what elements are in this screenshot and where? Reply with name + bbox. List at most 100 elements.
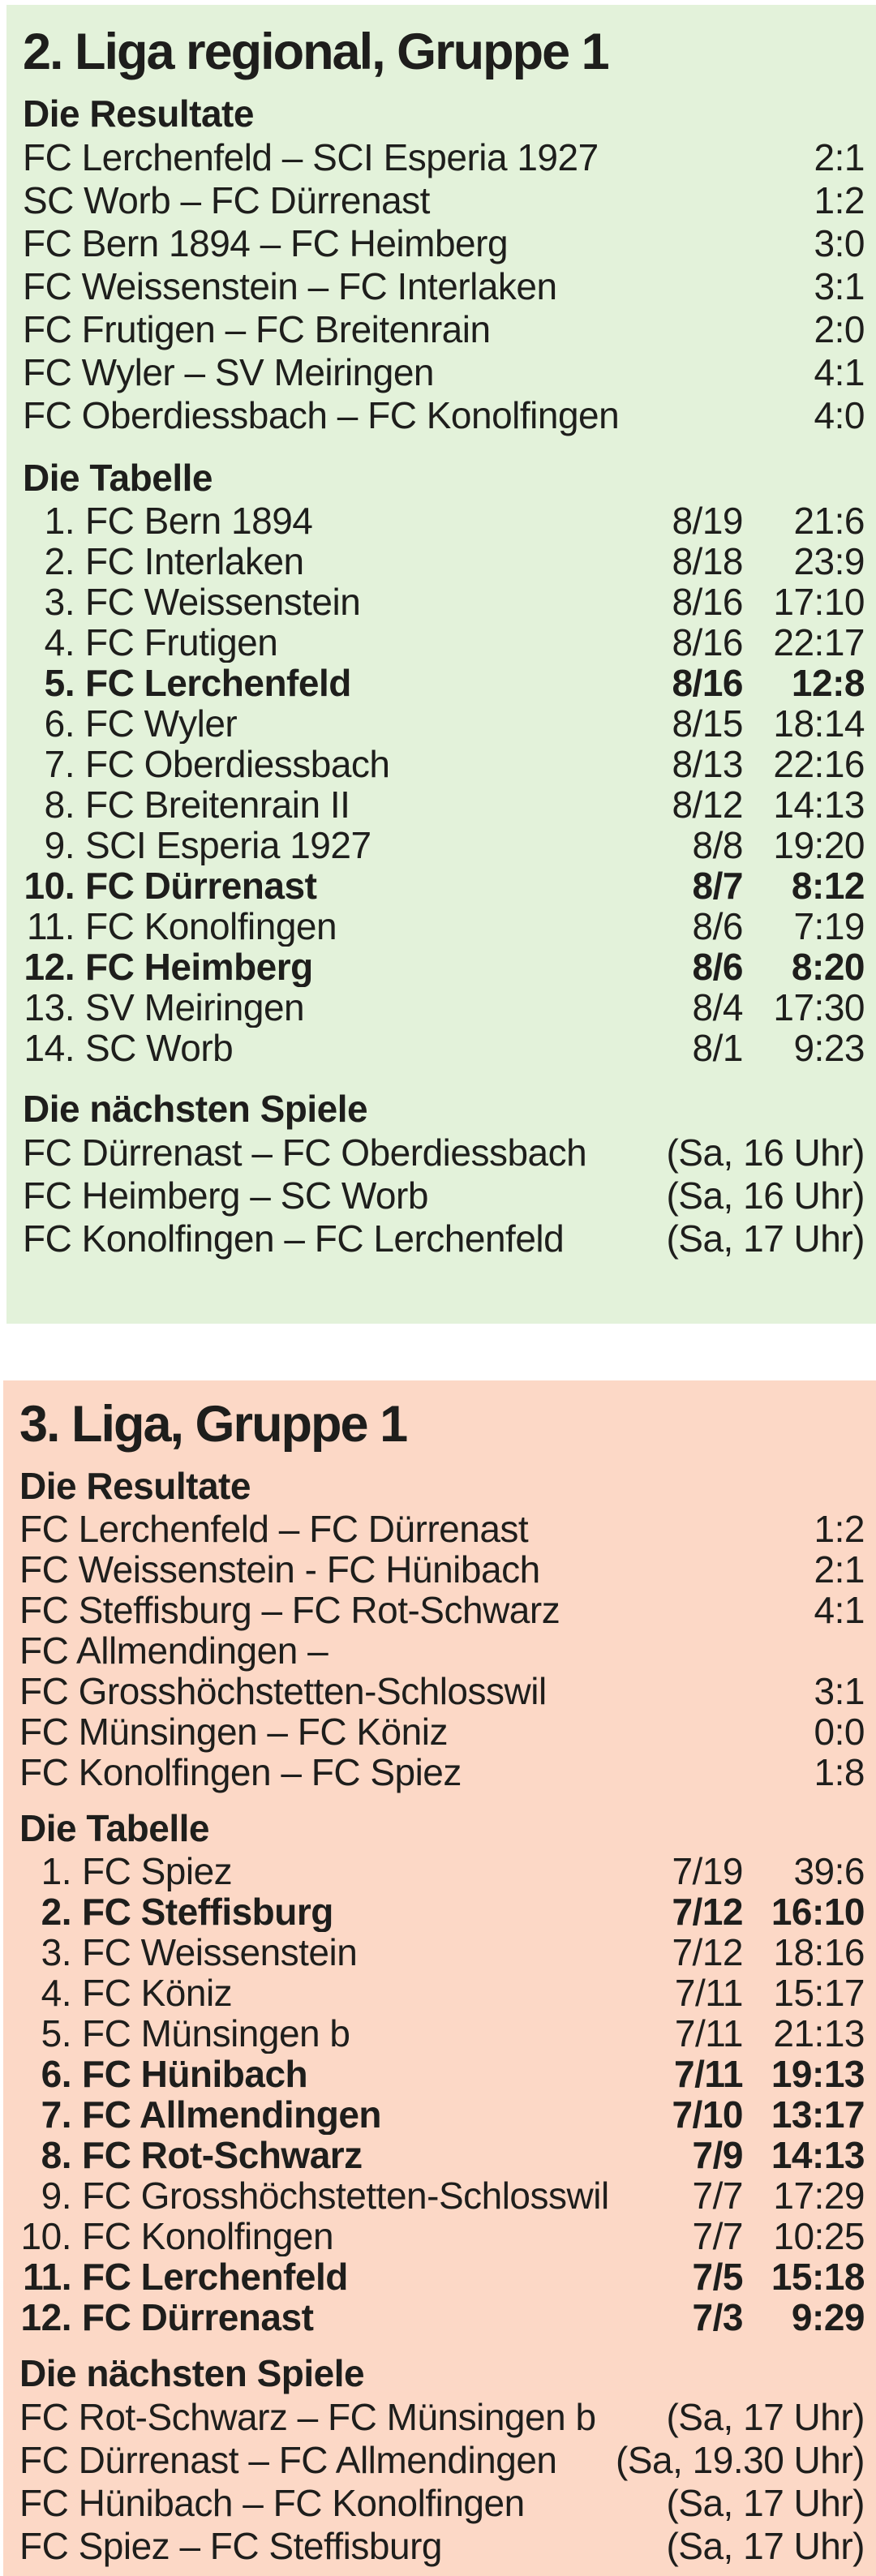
result-row: SC Worb – FC Dürrenast 1:2 xyxy=(23,179,865,222)
rank: 7. xyxy=(44,743,75,786)
rank: 4. xyxy=(41,1972,72,2015)
rank: 11. xyxy=(26,905,75,948)
team-name: FC Frutigen xyxy=(85,622,278,663)
score-value: 0:0 xyxy=(814,1711,865,1754)
team-name: FC Interlaken xyxy=(85,541,304,582)
rank: 9. xyxy=(41,2175,72,2218)
table-row: 9. FC Grosshöchstetten-Schlosswil 7/7 17:29 xyxy=(19,2175,865,2216)
score-value: 2:1 xyxy=(814,136,865,179)
score-value: 1:8 xyxy=(814,1751,865,1794)
match-label: FC Lerchenfeld – SCI Esperia 1927 xyxy=(23,136,599,179)
score-value: 3:1 xyxy=(814,265,865,308)
table-row: 6. FC Hünibach 7/11 19:13 xyxy=(19,2054,865,2094)
match-label: FC Münsingen – FC Köniz xyxy=(19,1711,448,1754)
games-value: 8/4 xyxy=(692,986,744,1029)
table-row: 8. FC Breitenrain II 8/12 14:13 xyxy=(23,784,865,825)
rank: 10. xyxy=(20,2215,72,2258)
goals-value: 15:18 xyxy=(771,2256,865,2299)
team-name: FC Steffisburg xyxy=(82,1891,333,1933)
goals-value: 8:20 xyxy=(791,946,865,989)
table-heading: Die Tabelle xyxy=(23,457,213,500)
goals-value: 21:6 xyxy=(793,500,865,543)
match-label: SC Worb – FC Dürrenast xyxy=(23,179,430,222)
score-value: 4:1 xyxy=(814,351,865,394)
goals-value: 39:6 xyxy=(793,1850,865,1893)
goals-value: 23:9 xyxy=(793,540,865,583)
fixture-time: (Sa, 17 Uhr) xyxy=(666,2482,865,2525)
fixture-row: FC Konolfingen – FC Lerchenfeld (Sa, 17 U… xyxy=(23,1217,865,1260)
goals-value: 7:19 xyxy=(793,905,865,948)
fixtures-list: FC Dürrenast – FC Oberdiessbach (Sa, 16 U… xyxy=(23,1131,865,1260)
games-value: 7/9 xyxy=(692,2134,744,2177)
goals-value: 18:16 xyxy=(773,1931,865,1974)
result-row: FC Lerchenfeld – SCI Esperia 1927 2:1 xyxy=(23,136,865,179)
rank: 8. xyxy=(41,2134,72,2177)
table-row: 13. SV Meiringen 8/4 17:30 xyxy=(23,987,865,1028)
table-row: 5. FC Lerchenfeld 8/16 12:8 xyxy=(23,663,865,703)
games-value: 7/10 xyxy=(672,2093,743,2136)
team-name: FC Wyler xyxy=(85,703,238,745)
games-value: 8/16 xyxy=(672,621,743,664)
table-row: 1. FC Spiez 7/19 39:6 xyxy=(19,1851,865,1891)
score-value: 3:0 xyxy=(814,222,865,265)
fixture-match: FC Konolfingen – FC Lerchenfeld xyxy=(23,1217,565,1260)
games-value: 8/1 xyxy=(692,1027,744,1070)
games-value: 8/16 xyxy=(672,581,743,624)
score-value: 2:1 xyxy=(814,1548,865,1591)
score-value: 1:2 xyxy=(814,179,865,222)
table-row: 2. FC Steffisburg 7/12 16:10 xyxy=(19,1891,865,1932)
goals-value: 9:23 xyxy=(793,1027,865,1070)
table-row: 12. FC Heimberg 8/6 8:20 xyxy=(23,947,865,987)
goals-value: 19:13 xyxy=(771,2053,865,2096)
result-row: FC Münsingen – FC Köniz 0:0 xyxy=(19,1711,865,1752)
section-title: 2. Liga regional, Gruppe 1 xyxy=(23,24,610,80)
result-row: FC Grosshöchstetten-Schlosswil 3:1 xyxy=(19,1671,865,1711)
team-name: FC Lerchenfeld xyxy=(82,2256,348,2298)
match-label: FC Wyler – SV Meiringen xyxy=(23,351,435,394)
rank: 5. xyxy=(41,2012,72,2055)
team-name: SCI Esperia 1927 xyxy=(85,825,371,866)
team-name: FC Dürrenast xyxy=(85,865,317,907)
games-value: 8/6 xyxy=(692,946,744,989)
team-name: FC Konolfingen xyxy=(85,906,337,947)
team-name: FC Bern 1894 xyxy=(85,500,313,542)
games-value: 8/6 xyxy=(692,905,744,948)
score-value: 4:0 xyxy=(814,394,865,437)
rank: 1. xyxy=(44,500,75,543)
rank: 12. xyxy=(20,2296,72,2339)
table-row: 9. SCI Esperia 1927 8/8 19:20 xyxy=(23,825,865,865)
rank: 3. xyxy=(44,581,75,624)
team-name: FC Köniz xyxy=(82,1973,233,2014)
fixture-time: (Sa, 17 Uhr) xyxy=(666,2396,865,2439)
team-name: FC Allmendingen xyxy=(82,2094,382,2136)
goals-value: 22:16 xyxy=(773,743,865,786)
result-row: FC Wyler – SV Meiringen 4:1 xyxy=(23,351,865,394)
table-row: 7. FC Allmendingen 7/10 13:17 xyxy=(19,2094,865,2135)
games-value: 7/11 xyxy=(674,2012,744,2055)
fixtures-heading: Die nächsten Spiele xyxy=(19,2352,365,2395)
table-row: 6. FC Wyler 8/15 18:14 xyxy=(23,703,865,744)
table-row: 5. FC Münsingen b 7/11 21:13 xyxy=(19,2013,865,2054)
result-row: FC Konolfingen – FC Spiez 1:8 xyxy=(19,1752,865,1792)
team-name: FC Dürrenast xyxy=(82,2297,314,2338)
table-row: 3. FC Weissenstein 8/16 17:10 xyxy=(23,582,865,622)
score-value: 1:2 xyxy=(814,1508,865,1551)
team-name: FC Breitenrain II xyxy=(85,784,350,826)
section-title: 3. Liga, Gruppe 1 xyxy=(19,1396,408,1453)
match-label: FC Allmendingen – xyxy=(19,1629,328,1672)
score-value: 3:1 xyxy=(814,1670,865,1713)
fixture-row: FC Spiez – FC Steffisburg (Sa, 17 Uhr) xyxy=(19,2525,865,2568)
team-name: FC Weissenstein xyxy=(82,1932,358,1973)
games-value: 8/8 xyxy=(692,824,744,867)
result-row: FC Allmendingen – xyxy=(19,1630,865,1671)
goals-value: 22:17 xyxy=(773,621,865,664)
table-row: 10. FC Dürrenast 8/7 8:12 xyxy=(23,865,865,906)
table-row: 14. SC Worb 8/1 9:23 xyxy=(23,1028,865,1068)
fixture-match: FC Dürrenast – FC Allmendingen xyxy=(19,2439,557,2482)
table-row: 4. FC Köniz 7/11 15:17 xyxy=(19,1973,865,2013)
games-value: 8/12 xyxy=(672,784,743,826)
score-value: 4:1 xyxy=(814,1589,865,1632)
rank: 2. xyxy=(41,1891,72,1934)
result-row: FC Frutigen – FC Breitenrain 2:0 xyxy=(23,308,865,351)
games-value: 7/7 xyxy=(692,2175,744,2218)
